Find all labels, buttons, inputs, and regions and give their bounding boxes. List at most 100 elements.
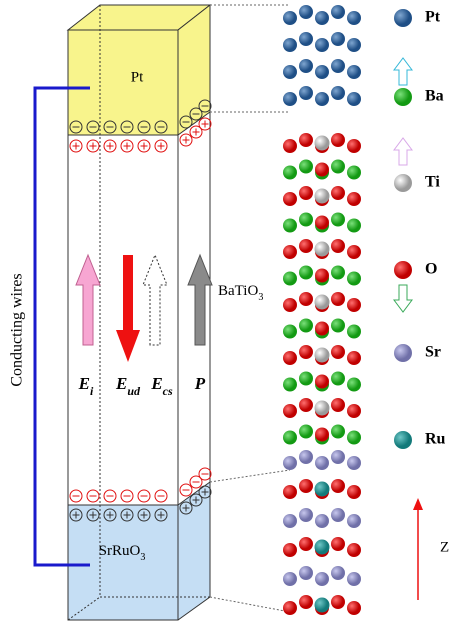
atom xyxy=(347,543,361,557)
atom xyxy=(283,543,297,557)
atom xyxy=(347,245,361,259)
atom xyxy=(299,5,313,19)
legend-atom xyxy=(394,344,412,362)
legend-arrow xyxy=(394,138,412,165)
atom xyxy=(283,139,297,153)
atom xyxy=(299,508,313,522)
atom xyxy=(283,219,297,233)
atom xyxy=(347,219,361,233)
atom xyxy=(331,292,345,306)
atom xyxy=(331,186,345,200)
atom xyxy=(331,398,345,412)
atom xyxy=(331,425,345,439)
atom xyxy=(299,86,313,100)
atom xyxy=(283,404,297,418)
atom xyxy=(299,32,313,46)
atom xyxy=(299,266,313,280)
atom xyxy=(331,239,345,253)
atom xyxy=(331,59,345,73)
sro-front xyxy=(68,505,178,620)
atom xyxy=(331,595,345,609)
label-base: BaTiO xyxy=(218,283,258,299)
atom xyxy=(283,272,297,286)
legend-atom xyxy=(394,88,412,106)
atom xyxy=(347,514,361,528)
legend-label: Ti xyxy=(425,174,440,191)
atom xyxy=(283,192,297,206)
atom xyxy=(299,213,313,227)
atom xyxy=(299,537,313,551)
pt-label: Pt xyxy=(131,69,144,85)
atom xyxy=(347,92,361,106)
atom xyxy=(299,450,313,464)
atom xyxy=(299,59,313,73)
atom xyxy=(283,431,297,445)
legend-atom xyxy=(394,261,412,279)
legend-atom xyxy=(394,174,412,192)
atom xyxy=(347,192,361,206)
atom xyxy=(299,566,313,580)
atom xyxy=(315,269,329,283)
atom xyxy=(347,139,361,153)
bto-label: BaTiO3 xyxy=(218,283,263,302)
atom xyxy=(331,160,345,174)
atom xyxy=(347,38,361,52)
atom xyxy=(315,482,330,497)
atom xyxy=(283,298,297,312)
atom xyxy=(299,239,313,253)
arrow-eud xyxy=(116,255,140,362)
legend-arrow xyxy=(394,285,412,312)
pt-front xyxy=(68,30,178,135)
atom xyxy=(331,213,345,227)
atom xyxy=(315,348,330,363)
atom xyxy=(299,595,313,609)
atom xyxy=(347,11,361,25)
atom xyxy=(283,65,297,79)
atom xyxy=(347,404,361,418)
atom xyxy=(283,601,297,615)
arrow-p xyxy=(188,255,212,345)
atom xyxy=(315,11,329,25)
atom xyxy=(315,216,329,230)
atom xyxy=(299,160,313,174)
connectors xyxy=(210,5,290,612)
label-base: SrRuO xyxy=(99,543,141,559)
atom xyxy=(299,186,313,200)
atom xyxy=(283,325,297,339)
atom xyxy=(347,65,361,79)
atom xyxy=(315,189,330,204)
atom xyxy=(299,133,313,147)
atom xyxy=(283,351,297,365)
atom xyxy=(347,601,361,615)
atom xyxy=(347,272,361,286)
field-sub: ud xyxy=(127,384,141,398)
legend-atom xyxy=(394,431,412,449)
atom xyxy=(283,38,297,52)
atom xyxy=(331,266,345,280)
z-arrowhead xyxy=(413,498,423,510)
atom xyxy=(299,345,313,359)
atom xyxy=(347,485,361,499)
field-symbol: E xyxy=(150,374,162,393)
label-sub: 3 xyxy=(140,552,145,563)
atom xyxy=(331,345,345,359)
atom xyxy=(283,245,297,259)
atom xyxy=(331,450,345,464)
atom xyxy=(283,485,297,499)
atom xyxy=(331,372,345,386)
legend-label: Sr xyxy=(425,344,441,361)
diagram: Conducting wires Pt BaTiO3 SrRuO3 EiEudE… xyxy=(0,0,461,626)
atom xyxy=(283,378,297,392)
field-label: Ei xyxy=(78,374,94,398)
atom xyxy=(315,598,330,613)
atom xyxy=(315,322,329,336)
atom xyxy=(315,540,330,555)
atom xyxy=(283,11,297,25)
atom xyxy=(331,319,345,333)
atom xyxy=(331,508,345,522)
atom xyxy=(347,378,361,392)
atom xyxy=(315,163,329,177)
atom xyxy=(331,133,345,147)
field-symbol: P xyxy=(194,374,206,393)
atom xyxy=(299,479,313,493)
